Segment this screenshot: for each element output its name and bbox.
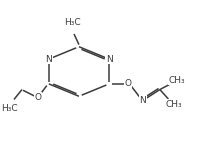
Text: N: N xyxy=(105,55,112,64)
Text: H₃C: H₃C xyxy=(1,104,18,113)
Text: CH₃: CH₃ xyxy=(168,76,184,85)
Text: N: N xyxy=(139,96,146,105)
Text: CH₃: CH₃ xyxy=(165,100,181,109)
Text: H₃C: H₃C xyxy=(63,18,80,27)
Text: N: N xyxy=(45,55,52,64)
Text: O: O xyxy=(124,79,131,88)
Text: O: O xyxy=(34,93,41,102)
